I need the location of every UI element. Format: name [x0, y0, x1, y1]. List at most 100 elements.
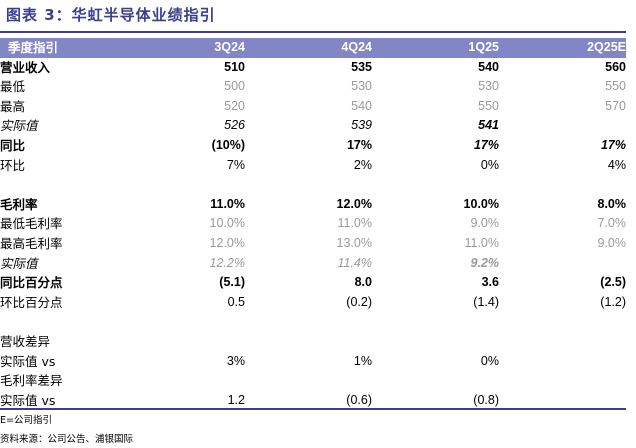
table-row-revenue-actual: 实际值 526 539 541 [0, 116, 626, 136]
cell: 535 [351, 59, 372, 74]
cell [372, 312, 499, 332]
table-row-gross-margin-actual: 实际值 12.2% 11.4% 9.2% [0, 254, 626, 274]
cell: 541 [478, 118, 499, 133]
cell: 17% [473, 137, 499, 152]
row-label: 实际值 vs [0, 392, 56, 408]
cell [372, 371, 499, 391]
cell [0, 312, 118, 332]
cell: 526 [224, 118, 245, 133]
cell: (0.2) [346, 294, 372, 309]
cell: (1.4) [473, 294, 499, 309]
cell [499, 116, 626, 136]
cell: 11.0% [210, 196, 245, 211]
header-1q25: 1Q25 [468, 40, 499, 54]
table-row-margin-variance: 毛利率差异 [0, 371, 626, 391]
cell: 2% [353, 157, 372, 172]
row-label: 最低毛利率 [0, 216, 63, 232]
cell: (0.6) [346, 392, 372, 407]
cell: 550 [605, 79, 626, 94]
header-4q24: 4Q24 [341, 40, 372, 54]
cell: 539 [351, 118, 372, 133]
table-row-revenue-actual-vs: 实际值 vs 3% 1% 0% [0, 352, 626, 372]
row-label: 环比 [0, 157, 26, 173]
cell: 530 [351, 79, 372, 94]
cell [499, 352, 626, 372]
cell [245, 332, 372, 352]
cell: (10%) [211, 137, 245, 152]
cell: 540 [351, 98, 372, 113]
cell: 9.0% [470, 216, 500, 231]
cell: 550 [478, 98, 499, 113]
cell: 520 [224, 98, 245, 113]
row-label: 毛利率差异 [0, 373, 63, 389]
cell [372, 332, 499, 352]
cell: 1% [353, 353, 372, 368]
cell [245, 175, 372, 195]
cell: 3% [226, 353, 245, 368]
cell: 570 [605, 98, 626, 113]
title-divider [0, 31, 626, 33]
cell: 530 [478, 79, 499, 94]
cell: 12.0% [209, 235, 245, 250]
row-label: 最高 [0, 98, 26, 114]
bottom-divider [0, 408, 626, 410]
cell: 0% [480, 353, 499, 368]
cell [118, 332, 245, 352]
row-label: 环比百分点 [0, 294, 63, 310]
cell: (0.8) [473, 392, 499, 407]
cell: (5.1) [219, 275, 245, 290]
cell: 11.4% [337, 255, 372, 270]
cell: 560 [605, 59, 626, 74]
cell: (1.2) [600, 294, 626, 309]
cell: (2.5) [600, 275, 626, 290]
cell [499, 254, 626, 274]
header-3q24: 3Q24 [214, 40, 245, 54]
table-row-margin-yoy-pp: 同比百分点 (5.1) 8.0 3.6 (2.5) [0, 273, 626, 293]
cell: 17% [600, 137, 626, 152]
table-row-gross-margin-high: 最高毛利率 12.0% 13.0% 11.0% 9.0% [0, 234, 626, 254]
table-row-revenue-variance: 营收差异 [0, 332, 626, 352]
footnote: E=公司指引 [0, 415, 52, 426]
cell: 7% [226, 157, 245, 172]
cell: 9.2% [470, 255, 500, 270]
table-row-gross-margin: 毛利率 11.0% 12.0% 10.0% 8.0% [0, 195, 626, 215]
cell: 510 [224, 59, 245, 74]
header-quarter-guidance: 季度指引 [8, 40, 59, 55]
cell: 1.2 [227, 392, 245, 407]
row-label: 同比百分点 [0, 275, 63, 291]
cell: 11.0% [337, 216, 372, 231]
table-row-revenue-high: 最高 520 540 550 570 [0, 97, 626, 117]
cell: 11.0% [464, 235, 499, 250]
source-note: 资料来源：公司公告、浦银国际 [0, 434, 134, 445]
cell: 10.0% [463, 196, 499, 211]
cell [499, 175, 626, 195]
page-title: 图表 3：华虹半导体业绩指引 [6, 6, 216, 24]
table-row-revenue-yoy: 同比 (10%) 17% 17% 17% [0, 136, 626, 156]
table-spacer-row [0, 312, 626, 332]
cell [118, 312, 245, 332]
cell: 4% [607, 157, 626, 172]
cell: 3.6 [481, 275, 499, 290]
cell [499, 312, 626, 332]
table-row-margin-qoq-pp: 环比百分点 0.5 (0.2) (1.4) (1.2) [0, 293, 626, 313]
row-label: 营业收入 [0, 59, 51, 75]
cell: 17% [346, 137, 372, 152]
cell: 0.5 [227, 294, 245, 309]
cell: 500 [224, 79, 245, 94]
row-label: 营收差异 [0, 333, 51, 349]
table-row-revenue: 营业收入 510 535 540 560 [0, 58, 626, 78]
table-row-revenue-low: 最低 500 530 530 550 [0, 77, 626, 97]
cell: 13.0% [336, 235, 372, 250]
guidance-table: 季度指引 3Q24 4Q24 1Q25 2Q25E 营业收入 510 535 5… [0, 38, 626, 410]
table-header-row: 季度指引 3Q24 4Q24 1Q25 2Q25E [0, 38, 626, 58]
cell [245, 371, 372, 391]
cell: 8.0% [597, 196, 627, 211]
cell [0, 175, 118, 195]
table-row-gross-margin-low: 最低毛利率 10.0% 11.0% 9.0% 7.0% [0, 214, 626, 234]
row-label: 最低 [0, 79, 26, 95]
table-row-revenue-qoq: 环比 7% 2% 0% 4% [0, 156, 626, 176]
cell [118, 175, 245, 195]
cell [499, 332, 626, 352]
cell: 12.2% [209, 255, 245, 270]
row-label: 毛利率 [0, 196, 38, 212]
